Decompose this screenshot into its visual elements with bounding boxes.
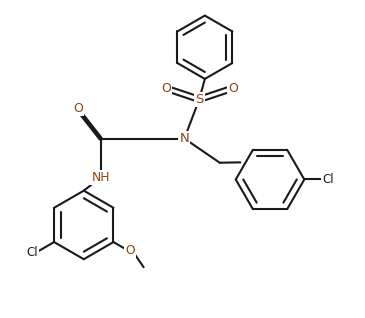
Text: O: O [161, 82, 171, 95]
Text: O: O [73, 102, 83, 115]
Text: NH: NH [91, 171, 110, 184]
Text: Cl: Cl [322, 173, 334, 186]
Text: O: O [228, 82, 238, 95]
Text: S: S [195, 93, 203, 106]
Text: Cl: Cl [27, 246, 38, 259]
Text: N: N [180, 132, 189, 145]
Text: O: O [125, 244, 135, 257]
